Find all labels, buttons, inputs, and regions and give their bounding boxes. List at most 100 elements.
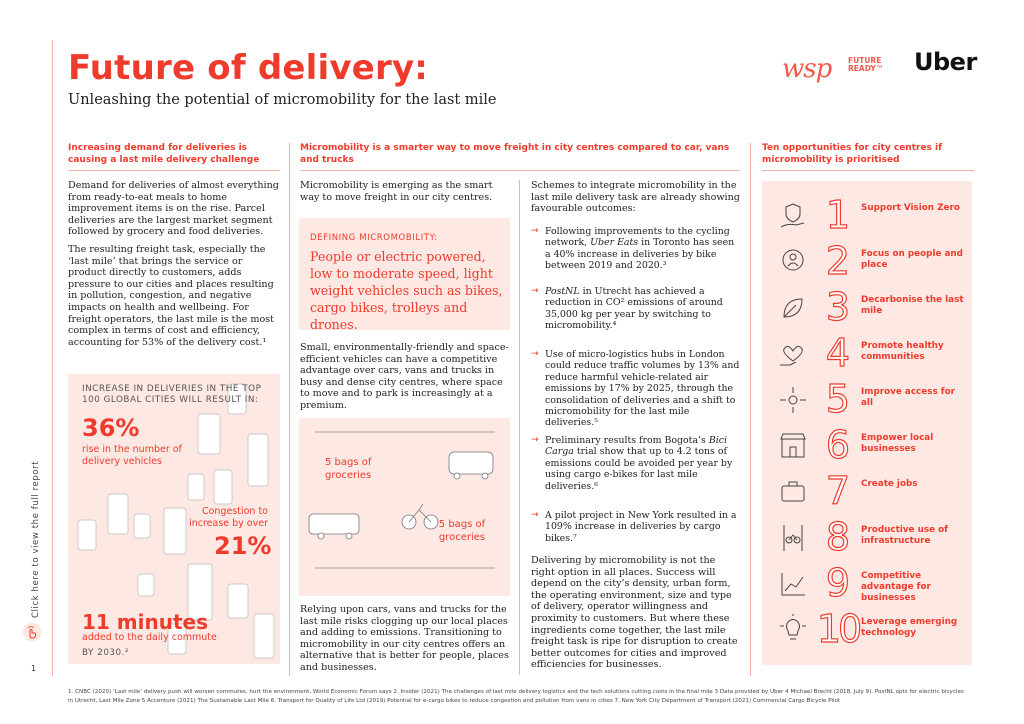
col3-intro: Schemes to integrate micromobility in th… bbox=[531, 180, 740, 215]
page-title: Future of delivery: bbox=[68, 48, 429, 88]
wsp-logo: wsp bbox=[782, 54, 832, 84]
stats-box: INCREASE IN DELIVERIES IN THE TOP 100 GL… bbox=[68, 374, 280, 664]
opportunity-item: 10 Leverage emerging technology bbox=[762, 606, 972, 653]
outcomes-list: → Following improvements to the cycling … bbox=[531, 226, 741, 555]
growth-chart-icon bbox=[781, 573, 805, 596]
arrow-icon: → bbox=[531, 226, 539, 236]
heart-hand-icon bbox=[780, 345, 803, 366]
opportunity-number: 8 bbox=[825, 514, 851, 559]
opportunity-label: Decarbonise the last mile bbox=[861, 295, 964, 316]
outcome-item: → Following improvements to the cycling … bbox=[531, 226, 741, 277]
outcome-text: in Utrecht has achieved a reduction in C… bbox=[545, 286, 723, 332]
opportunity-item: 8 Productive use of infrastructure bbox=[762, 514, 972, 561]
outcome-item: → Use of micro-logistics hubs in London … bbox=[531, 349, 741, 429]
defining-label: DEFINING MICROMOBILITY: bbox=[310, 233, 438, 243]
col2-paragraph: Relying upon cars, vans and trucks for t… bbox=[300, 604, 509, 673]
opportunity-item: 9 Competitive advantage for businesses bbox=[762, 560, 972, 607]
left-rail-line bbox=[52, 40, 53, 676]
illus-label-car: 5 bags of groceries bbox=[325, 457, 372, 481]
groceries-illustration-box: 5 bags of groceries 5 bags of groceries bbox=[299, 418, 510, 596]
opportunity-number: 1 bbox=[825, 192, 851, 237]
stat-commute-value: 11 minutes bbox=[82, 610, 208, 634]
column-divider bbox=[289, 143, 290, 676]
outcome-text: Following improvements to the cycling ne… bbox=[545, 226, 730, 249]
col1-body: Demand for deliveries of almost everythi… bbox=[68, 180, 280, 348]
col2-heading: Micromobility is a smarter way to move f… bbox=[300, 143, 730, 165]
opportunity-number: 3 bbox=[825, 284, 851, 329]
stat-vehicles-label: rise in the number of delivery vehicles bbox=[82, 444, 182, 467]
col1-heading: Increasing demand for deliveries is caus… bbox=[68, 143, 260, 165]
opportunity-item: 3 Decarbonise the last mile bbox=[762, 284, 972, 331]
stats-caption: INCREASE IN DELIVERIES IN THE TOP 100 GL… bbox=[82, 384, 262, 405]
column-divider bbox=[519, 180, 520, 675]
arrow-icon: → bbox=[531, 349, 539, 359]
arrow-icon: → bbox=[531, 510, 539, 520]
stat-commute-label: added to the daily commute bbox=[82, 632, 217, 643]
opportunity-label: Support Vision Zero bbox=[861, 203, 960, 213]
stat-vehicles-value: 36% bbox=[82, 414, 140, 442]
outcome-item: → A pilot project in New York resulted i… bbox=[531, 510, 741, 546]
outcome-item: → Preliminary results from Bogota’s Bici… bbox=[531, 435, 741, 501]
col2-paragraph: Small, environmentally-friendly and spac… bbox=[300, 342, 509, 411]
shopfront-icon bbox=[780, 433, 806, 458]
opportunity-item: 5 Improve access for all bbox=[762, 376, 972, 423]
outcome-text: trial show that up to 4.2 tons of emissi… bbox=[545, 446, 733, 492]
outcome-text: Use of micro-logistics hubs in London co… bbox=[545, 349, 740, 429]
col3-closing: Delivering by micromobility is not the r… bbox=[531, 555, 738, 671]
defining-text: People or electric powered, low to moder… bbox=[310, 249, 503, 332]
col4-heading: Ten opportunities for city centres if mi… bbox=[762, 143, 943, 165]
access-arrows-icon bbox=[780, 387, 806, 413]
opportunity-number: 9 bbox=[825, 560, 851, 605]
view-full-report-link[interactable]: Click here to view the full report bbox=[26, 460, 46, 620]
outcome-emphasis: PostNL bbox=[545, 286, 580, 297]
opportunity-item: 7 Create jobs bbox=[762, 468, 972, 515]
opportunity-item: 1 Support Vision Zero bbox=[762, 192, 972, 239]
briefcase-icon bbox=[781, 481, 805, 502]
column-divider bbox=[750, 143, 751, 676]
road-illustration bbox=[308, 431, 495, 569]
opportunities-box: 1 Support Vision Zero 2 Focus on people … bbox=[762, 181, 972, 665]
opportunity-number: 4 bbox=[825, 330, 851, 375]
traffic-illustration bbox=[77, 383, 275, 659]
opportunity-number: 6 bbox=[825, 422, 851, 467]
leaf-icon bbox=[783, 298, 803, 318]
future-ready-logo: FUTURE READY™ bbox=[848, 56, 884, 73]
col1-paragraph: The resulting freight task, especially t… bbox=[68, 243, 275, 348]
bike-lane-icon bbox=[783, 525, 803, 551]
opportunity-label: Productive use of infrastructure bbox=[861, 525, 948, 546]
outcome-text: in Toronto has seen a 40% increase in de… bbox=[545, 237, 735, 272]
arrow-icon: → bbox=[531, 286, 539, 296]
col1-rule bbox=[68, 170, 280, 171]
opportunity-item: 4 Promote healthy communities bbox=[762, 330, 972, 377]
arrow-icon: → bbox=[531, 435, 539, 445]
opportunity-label: Promote healthy communities bbox=[861, 341, 944, 362]
opportunity-label: Empower local businesses bbox=[861, 433, 934, 454]
opportunity-label: Competitive advantage for businesses bbox=[861, 571, 931, 603]
uber-logo: Uber bbox=[914, 48, 977, 76]
opportunity-number: 7 bbox=[825, 468, 851, 513]
defining-micromobility-box bbox=[299, 218, 510, 330]
stat-commute-note: BY 2030.² bbox=[82, 648, 129, 658]
opportunity-item: 6 Empower local businesses bbox=[762, 422, 972, 469]
outcome-item: → PostNL in Utrecht has achieved a reduc… bbox=[531, 286, 741, 340]
stat-congestion-label: Congestion to increase by over bbox=[189, 506, 268, 529]
outcome-emphasis: Bici Carga bbox=[545, 435, 727, 458]
opportunity-number: 5 bbox=[825, 376, 851, 421]
opportunity-label: Focus on people and place bbox=[861, 249, 963, 270]
illus-label-bike: 5 bags of groceries bbox=[438, 519, 486, 543]
footnotes: 1. CNBC (2020) ‘Last mile’ delivery push… bbox=[68, 689, 964, 704]
col2-intro: Micromobility is emerging as the smart w… bbox=[300, 180, 493, 203]
lightbulb-icon bbox=[780, 614, 806, 640]
location-person-icon bbox=[782, 249, 804, 271]
opportunity-item: 2 Focus on people and place bbox=[762, 238, 972, 285]
opportunity-number: 2 bbox=[825, 238, 851, 283]
col2-rule bbox=[300, 170, 740, 171]
view-full-report-text[interactable]: Click here to view the full report bbox=[31, 460, 41, 618]
outcome-text: A pilot project in New York resulted in … bbox=[545, 510, 737, 544]
tap-hand-icon[interactable] bbox=[22, 622, 42, 642]
opportunity-number: 10 bbox=[816, 606, 863, 651]
outcome-text: Preliminary results from Bogota’s bbox=[545, 435, 709, 446]
opportunity-label: Improve access for all bbox=[861, 387, 955, 408]
outcome-emphasis: Uber Eats bbox=[590, 237, 639, 249]
page-subtitle: Unleashing the potential of micromobilit… bbox=[68, 92, 497, 108]
